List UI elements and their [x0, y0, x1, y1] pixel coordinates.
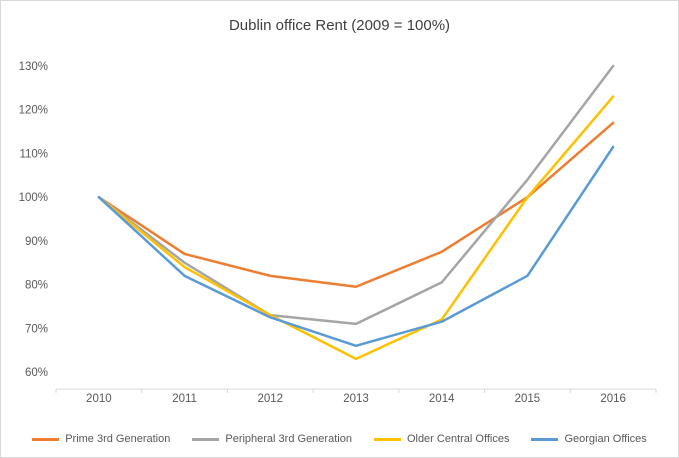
legend-swatch-older-central-offices [373, 437, 401, 441]
series-line-older-central-offices [97, 95, 615, 361]
legend-swatch-peripheral-3rd-generation [192, 437, 220, 441]
x-tick-label: 2012 [257, 393, 283, 405]
legend-item-georgian-offices: Georgian Offices [531, 433, 647, 445]
series-line-peripheral-3rd-generation [97, 64, 615, 326]
y-tick-label: 60% [25, 367, 48, 379]
y-tick-label: 120% [19, 105, 48, 117]
x-tick-label: 2013 [343, 393, 369, 405]
series-line-georgian-offices [97, 145, 615, 348]
y-tick-label: 90% [25, 236, 48, 248]
x-tick-label: 2011 [172, 393, 197, 405]
legend-label-peripheral-3rd-generation: Peripheral 3rd Generation [225, 433, 352, 445]
legend-swatch-georgian-offices [531, 437, 559, 441]
x-tick-label: 2015 [515, 393, 541, 405]
legend-label-older-central-offices: Older Central Offices [406, 433, 510, 445]
y-tick-label: 110% [19, 148, 48, 160]
chart-legend: Prime 3rd Generation Peripheral 3rd Gener… [1, 433, 678, 445]
x-tick-label: 2014 [429, 393, 455, 405]
y-tick-label: 130% [19, 61, 48, 73]
chart-title: Dublin office Rent (2009 = 100%) [228, 17, 451, 34]
legend-swatch-prime-3rd-generation [32, 437, 60, 441]
x-tick-label: 2010 [86, 393, 112, 405]
legend-item-prime-3rd-generation: Prime 3rd Generation [32, 433, 170, 445]
y-tick-label: 80% [25, 280, 48, 292]
legend-label-prime-3rd-generation: Prime 3rd Generation [65, 433, 171, 445]
y-tick-label: 100% [19, 192, 48, 204]
legend-item-peripheral-3rd-generation: Peripheral 3rd Generation [192, 433, 352, 445]
x-tick-label: 2016 [600, 393, 626, 405]
legend-label-georgian-offices: Georgian Offices [564, 433, 647, 445]
y-tick-label: 70% [25, 323, 48, 335]
legend-item-older-central-offices: Older Central Offices [373, 433, 510, 445]
